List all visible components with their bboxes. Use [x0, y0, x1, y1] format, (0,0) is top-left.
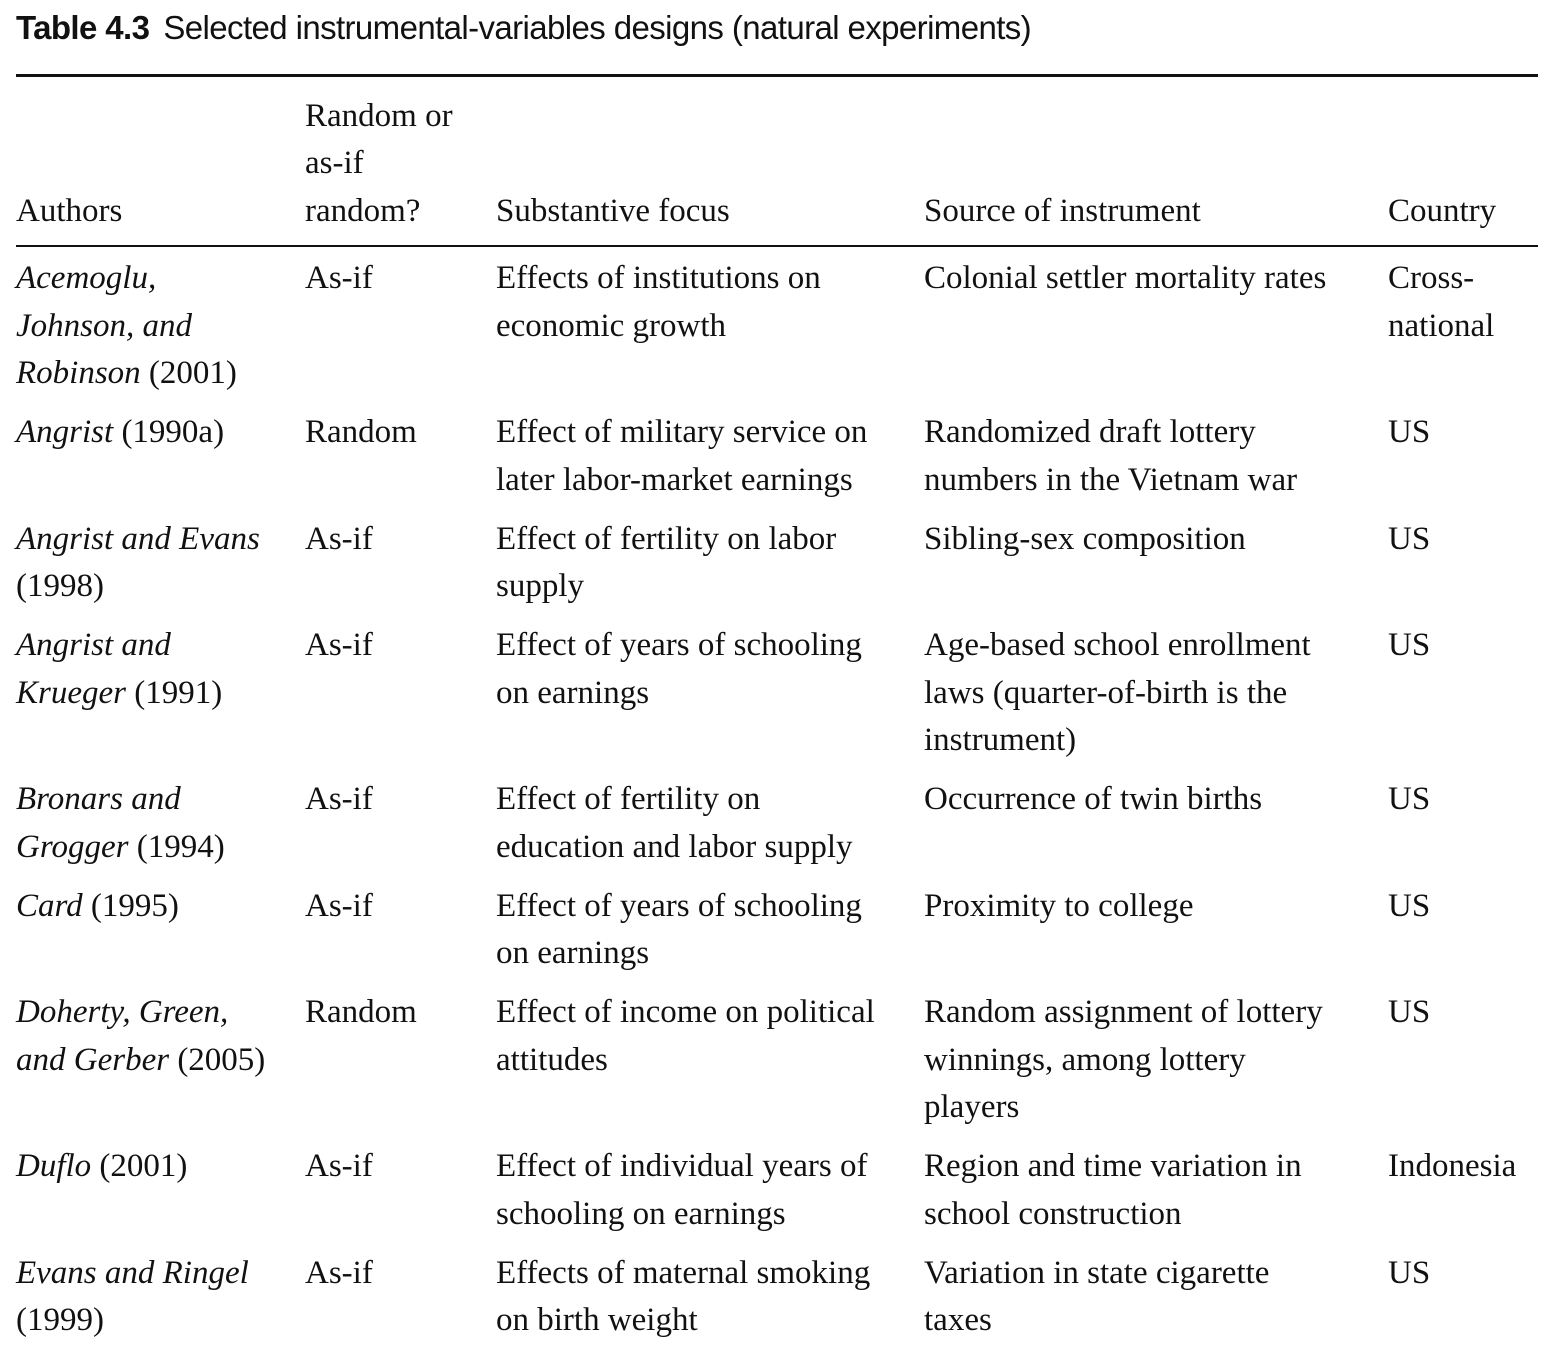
cell-country: US: [1388, 409, 1538, 516]
cell-instrument: Age-based school enrollment laws (quarte…: [924, 622, 1388, 776]
header-instrument: Source of instrument: [924, 92, 1388, 235]
cell-country: Indonesia: [1388, 1143, 1538, 1250]
cell-authors: Duflo (2001): [16, 1143, 305, 1250]
author-names: Angrist: [16, 414, 113, 450]
cell-country: US: [1388, 516, 1538, 623]
cell-focus: Effects of institutions on economic grow…: [496, 255, 924, 409]
cell-focus: Effect of individual years of schooling …: [496, 1143, 924, 1250]
publication-year: (1999): [16, 1302, 104, 1338]
table-body: Acemoglu, Johnson, and Robinson (2001)As…: [16, 255, 1538, 1356]
author-names: Card: [16, 888, 83, 924]
publication-year: (1994): [137, 829, 225, 865]
cell-country: US: [1388, 1250, 1538, 1356]
cell-instrument: Occurrence of twin births: [924, 776, 1388, 883]
cell-instrument: Randomized draft lottery numbers in the …: [924, 409, 1388, 516]
cell-instrument: Colonial settler mortality rates: [924, 255, 1388, 409]
cell-instrument: Sibling-sex composition: [924, 516, 1388, 623]
iv-designs-table: Authors Random or as-if random? Substant…: [16, 92, 1538, 1356]
publication-year: (1990a): [121, 414, 224, 450]
header-authors: Authors: [16, 92, 305, 235]
cell-country: US: [1388, 622, 1538, 776]
cell-authors: Doherty, Green, and Gerber (2005): [16, 989, 305, 1143]
publication-year: (2005): [177, 1042, 265, 1078]
cell-random: As-if: [305, 516, 496, 623]
cell-focus: Effects of maternal smoking on birth wei…: [496, 1250, 924, 1356]
cell-focus: Effect of years of schooling on earnings: [496, 622, 924, 776]
cell-country: Cross- national: [1388, 255, 1538, 409]
cell-country: US: [1388, 883, 1538, 990]
cell-random: As-if: [305, 255, 496, 409]
table-caption: Table 4.3 Selected instrumental-variables…: [16, 8, 1031, 48]
cell-focus: Effect of income on political attitudes: [496, 989, 924, 1143]
header-country: Country: [1388, 92, 1538, 235]
header-focus: Substantive focus: [496, 92, 924, 235]
cell-focus: Effect of years of schooling on earnings: [496, 883, 924, 990]
cell-random: As-if: [305, 776, 496, 883]
cell-authors: Angrist and Evans (1998): [16, 516, 305, 623]
cell-random: As-if: [305, 1143, 496, 1250]
table-row: Acemoglu, Johnson, and Robinson (2001)As…: [16, 255, 1538, 409]
cell-instrument: Region and time variation in school cons…: [924, 1143, 1388, 1250]
publication-year: (1998): [16, 568, 104, 604]
cell-authors: Evans and Ringel (1999): [16, 1250, 305, 1356]
cell-country: US: [1388, 989, 1538, 1143]
cell-focus: Effect of fertility on education and lab…: [496, 776, 924, 883]
cell-random: As-if: [305, 622, 496, 776]
cell-authors: Angrist (1990a): [16, 409, 305, 516]
cell-random: As-if: [305, 1250, 496, 1356]
header-random: Random or as-if random?: [305, 92, 496, 235]
publication-year: (2001): [149, 355, 237, 391]
cell-focus: Effect of fertility on labor supply: [496, 516, 924, 623]
cell-authors: Acemoglu, Johnson, and Robinson (2001): [16, 255, 305, 409]
cell-random: As-if: [305, 883, 496, 990]
header-row: Authors Random or as-if random? Substant…: [16, 92, 1538, 235]
publication-year: (2001): [99, 1148, 187, 1184]
cell-instrument: Variation in state cigarette taxes: [924, 1250, 1388, 1356]
table-title: Selected instrumental-variables designs …: [163, 9, 1031, 46]
cell-focus: Effect of military service on later labo…: [496, 409, 924, 516]
cell-random: Random: [305, 989, 496, 1143]
cell-authors: Bronars and Grogger (1994): [16, 776, 305, 883]
author-names: Angrist and Evans: [16, 521, 260, 557]
cell-instrument: Proximity to college: [924, 883, 1388, 990]
cell-random: Random: [305, 409, 496, 516]
author-names: Evans and Ringel: [16, 1255, 249, 1291]
cell-country: US: [1388, 776, 1538, 883]
publication-year: (1995): [91, 888, 179, 924]
cell-authors: Card (1995): [16, 883, 305, 990]
cell-authors: Angrist and Krueger (1991): [16, 622, 305, 776]
top-rule: [16, 74, 1538, 77]
publication-year: (1991): [134, 675, 222, 711]
author-names: Duflo: [16, 1148, 91, 1184]
cell-instrument: Random assignment of lottery winnings, a…: [924, 989, 1388, 1143]
table-number: Table 4.3: [16, 9, 149, 46]
